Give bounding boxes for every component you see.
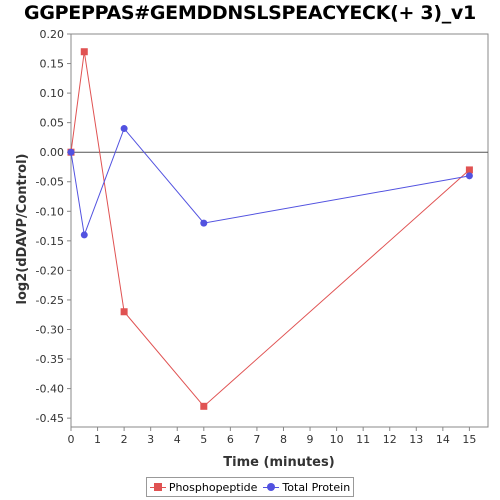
legend-swatch-phosphopeptide (149, 482, 166, 492)
data-point-phosphopeptide (200, 402, 208, 410)
axes-layer: 0 1 2 3 4 5 6 7 8 9 10 11 12 13 14 150.200.150.100.050.… (36, 28, 489, 446)
x-tick-label: 9 (307, 433, 314, 446)
data-point-total-protein (67, 148, 75, 156)
data-point-phosphopeptide (465, 166, 473, 174)
x-tick-label: 11 (356, 433, 370, 446)
data-point-total-protein (465, 172, 473, 180)
y-tick-label: -0.45 (36, 412, 64, 425)
x-axis-title: Time (minutes) (223, 455, 334, 470)
chart-title: GGPEPPAS#GEMDDNSLSPEACYECK(+ 3)_v1 (24, 2, 476, 24)
data-point-total-protein (120, 125, 128, 133)
y-tick-label: -0.30 (36, 323, 64, 336)
x-tick-label: 1 (94, 433, 101, 446)
x-tick-label: 3 (147, 433, 154, 446)
x-tick-label: 8 (280, 433, 287, 446)
x-tick-label: 0 (68, 433, 75, 446)
y-tick-label: -0.15 (36, 235, 64, 248)
x-tick-label: 14 (436, 433, 450, 446)
x-tick-label: 15 (462, 433, 476, 446)
x-tick-label: 2 (121, 433, 128, 446)
x-tick-label: 13 (409, 433, 423, 446)
legend-swatch-total-protein (263, 482, 280, 492)
data-point-phosphopeptide (80, 48, 88, 56)
x-tick-label: 4 (174, 433, 181, 446)
data-point-total-protein (80, 231, 88, 239)
data-point-phosphopeptide (120, 308, 128, 316)
plot-frame (70, 33, 489, 428)
y-tick-label: -0.40 (36, 383, 64, 396)
y-tick-label: -0.05 (36, 176, 64, 189)
y-tick-label: 0.20 (40, 28, 65, 41)
y-tick-label: -0.25 (36, 294, 64, 307)
x-tick-label: 6 (227, 433, 234, 446)
y-tick-label: 0.10 (40, 87, 65, 100)
y-tick-label: -0.35 (36, 353, 64, 366)
x-tick-label: 7 (253, 433, 260, 446)
series-layer (67, 48, 473, 410)
y-tick-label: 0.05 (40, 117, 65, 130)
legend-label-phosphopeptide: Phosphopeptide (168, 480, 258, 494)
y-tick-label: 0.15 (40, 58, 65, 71)
y-tick-label: -0.10 (36, 205, 64, 218)
y-tick-label: 0.00 (40, 146, 65, 159)
y-tick-label: -0.20 (36, 264, 64, 277)
legend-label-total-protein: Total Protein (282, 480, 351, 494)
data-point-total-protein (200, 219, 208, 227)
legend-item-total-protein: Total Protein (263, 481, 350, 494)
x-tick-label: 12 (383, 433, 397, 446)
y-axis-title: log2(dDAVP/Control) (15, 154, 30, 305)
legend-item-phosphopeptide: Phosphopeptide (149, 480, 258, 494)
x-tick-label: 10 (330, 433, 344, 446)
legend: Phosphopeptide Total Protein (146, 477, 354, 497)
x-tick-label: 5 (200, 433, 207, 446)
